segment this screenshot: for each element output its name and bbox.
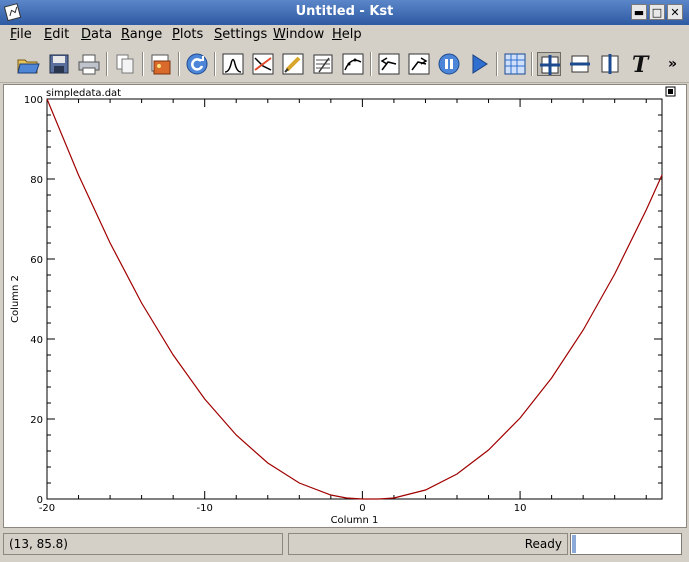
reload-icon[interactable]	[185, 52, 209, 76]
plot-canvas[interactable]: simpledata.dat-20 -10 0 10020406080100Colum…	[4, 85, 686, 527]
progress-fill	[572, 535, 576, 553]
menu-plots[interactable]: Plots	[172, 27, 204, 42]
toolbar-separator	[178, 52, 180, 76]
forward-icon[interactable]	[407, 52, 431, 76]
x-tick-label: -20	[39, 503, 55, 514]
y-axis-label: Column 2	[10, 275, 21, 323]
toolbar-separator	[496, 52, 498, 76]
x-tick-label: 10	[514, 503, 527, 514]
x-tick-label: 0	[359, 503, 365, 514]
x-axis-label: Column 1	[331, 515, 379, 526]
layout-icon[interactable]	[503, 52, 527, 76]
toolbar-separator	[214, 52, 216, 76]
xy-zoom-icon[interactable]	[537, 52, 561, 76]
play-icon[interactable]	[467, 52, 491, 76]
status-coordinates: (13, 85.8)	[3, 533, 283, 555]
menu-range[interactable]: Range	[121, 27, 163, 42]
title-bar: Untitled - Kst ▬ □ ✕	[0, 0, 689, 25]
toolbar: T »	[0, 46, 689, 83]
y-tick-label: 100	[24, 95, 43, 106]
back-icon[interactable]	[377, 52, 401, 76]
minimize-button[interactable]: ▬	[631, 4, 647, 20]
kst-app-icon	[4, 3, 22, 21]
status-state: Ready	[288, 533, 568, 555]
export-image-icon[interactable]	[149, 52, 173, 76]
y-tick-label: 60	[30, 255, 43, 266]
plot-window: simpledata.dat -20 -10 0 10 0 20 40 60 80 100 Colum…	[3, 84, 687, 528]
y-tick-label: 20	[30, 415, 43, 426]
power-spectrum-icon[interactable]	[251, 52, 275, 76]
text-icon[interactable]: T	[628, 52, 652, 76]
toolbar-separator	[142, 52, 144, 76]
svg-text:T: T	[632, 52, 650, 76]
menu-file[interactable]: File	[10, 27, 32, 42]
series-line	[46, 98, 663, 500]
y-tick-label: 80	[30, 175, 43, 186]
menu-data[interactable]: Data	[81, 27, 113, 42]
data-manager-icon[interactable]	[311, 52, 335, 76]
status-bar: (13, 85.8) Ready	[0, 530, 689, 562]
print-icon[interactable]	[77, 52, 101, 76]
menu-edit[interactable]: Edit	[44, 27, 70, 42]
y-zoom-icon[interactable]	[598, 52, 622, 76]
x-tick-label: -10	[197, 503, 213, 514]
close-button[interactable]: ✕	[667, 4, 683, 20]
x-zoom-icon[interactable]	[568, 52, 592, 76]
toolbar-overflow-button[interactable]: »	[668, 56, 678, 72]
toolbar-separator	[106, 52, 108, 76]
histogram-icon[interactable]	[221, 52, 245, 76]
fit-icon[interactable]	[341, 52, 365, 76]
plot-menu-box-fill	[668, 89, 673, 94]
edit-data-icon[interactable]	[281, 52, 305, 76]
maximize-button[interactable]: □	[649, 4, 665, 20]
plot-file-label: simpledata.dat	[46, 88, 121, 99]
pause-icon[interactable]	[437, 52, 461, 76]
y-tick-label: 40	[30, 335, 43, 346]
y-tick-label: 0	[37, 495, 43, 506]
save-icon[interactable]	[47, 52, 71, 76]
copy-icon[interactable]	[113, 52, 137, 76]
toolbar-separator	[531, 52, 533, 76]
progress-bar	[570, 533, 682, 555]
open-icon[interactable]	[16, 52, 40, 76]
menu-settings[interactable]: Settings	[214, 27, 268, 42]
menu-help[interactable]: Help	[332, 27, 362, 42]
menu-bar: File Edit Data Range Plots Settings Wind…	[0, 25, 689, 45]
menu-window[interactable]: Window	[273, 27, 325, 42]
window-title: Untitled - Kst	[295, 4, 394, 19]
toolbar-separator	[370, 52, 372, 76]
